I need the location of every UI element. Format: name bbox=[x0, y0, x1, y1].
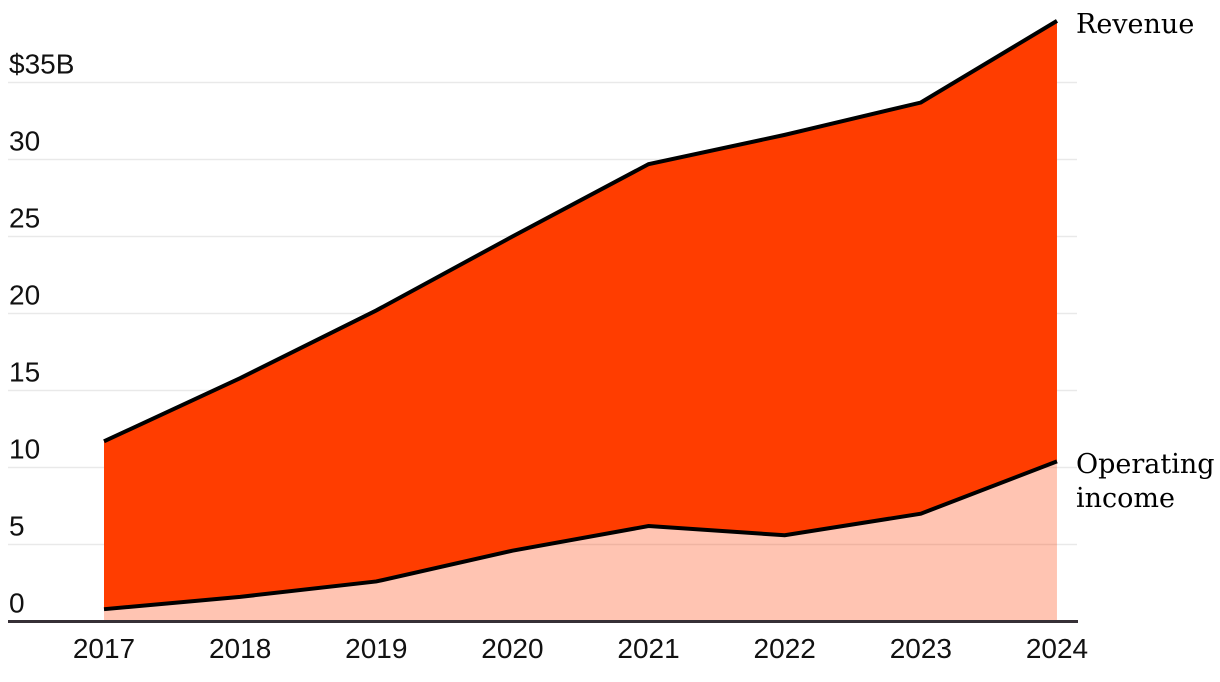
x-tick-label: 2023 bbox=[890, 633, 952, 664]
revenue-line bbox=[103, 19, 1059, 444]
x-tick-label: 2022 bbox=[754, 633, 816, 664]
operating-income-series-label: Operating income bbox=[1076, 449, 1215, 514]
x-tick-label: 2018 bbox=[209, 633, 271, 664]
y-tick-label: 15 bbox=[9, 357, 40, 388]
y-tick-label: 30 bbox=[9, 126, 40, 157]
x-tick-label: 2024 bbox=[1026, 633, 1088, 664]
x-tick-label: 2020 bbox=[481, 633, 543, 664]
operating-income-line bbox=[103, 459, 1058, 612]
y-tick-label: $35B bbox=[9, 49, 74, 80]
operating-income-area bbox=[104, 461, 1057, 622]
x-tick-label: 2017 bbox=[73, 633, 135, 664]
revenue-area bbox=[104, 20, 1057, 610]
y-tick-label: 0 bbox=[9, 588, 25, 619]
x-tick-label: 2019 bbox=[345, 633, 407, 664]
y-tick-label: 10 bbox=[9, 434, 40, 465]
y-tick-label: 5 bbox=[9, 511, 25, 542]
y-tick-label: 20 bbox=[9, 280, 40, 311]
y-tick-label: 25 bbox=[9, 203, 40, 234]
x-tick-label: 2021 bbox=[617, 633, 679, 664]
revenue-series-label: Revenue bbox=[1076, 9, 1195, 40]
